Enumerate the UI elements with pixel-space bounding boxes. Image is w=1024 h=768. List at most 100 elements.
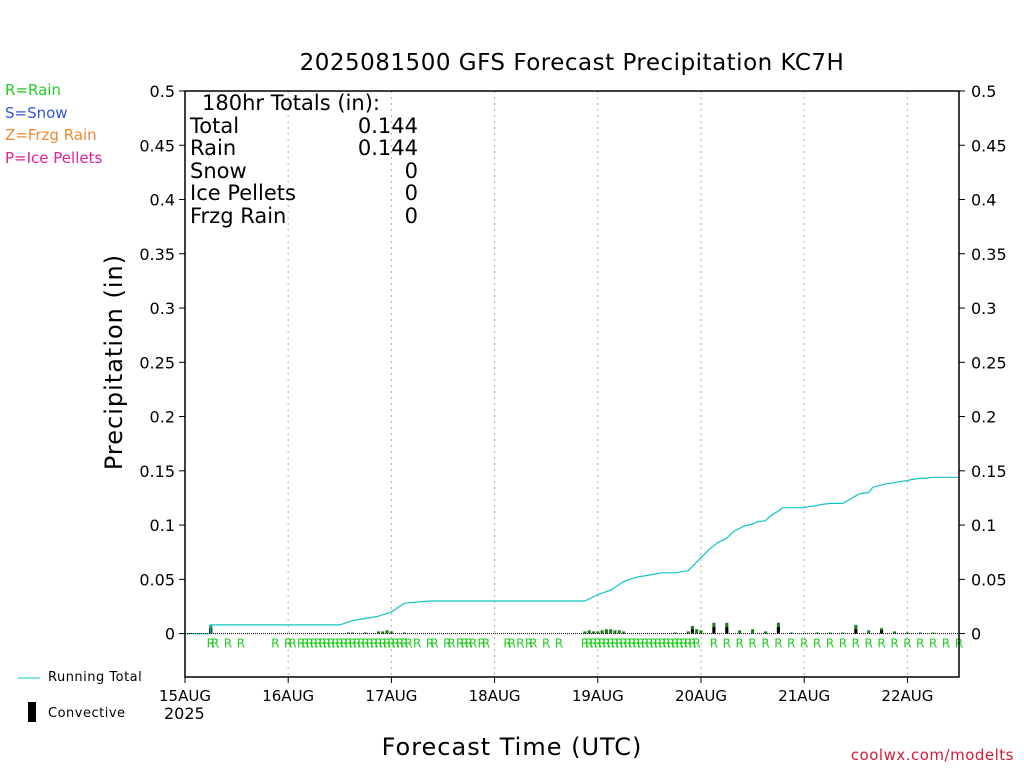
rain-marker: R xyxy=(632,637,640,651)
plot-frame xyxy=(184,90,960,678)
rain-marker: R xyxy=(942,637,950,651)
precip-bar xyxy=(789,632,793,634)
rain-marker: R xyxy=(813,637,821,651)
rain-marker: R xyxy=(383,637,391,651)
rain-marker: R xyxy=(447,637,455,651)
rain-marker: R xyxy=(650,637,658,651)
precip-bar xyxy=(905,632,909,634)
totals-value: 0.144 xyxy=(357,136,418,161)
precip-bar xyxy=(617,630,621,634)
totals-label: Total xyxy=(190,113,240,138)
precip-bar xyxy=(351,632,355,634)
credit-link[interactable]: coolwx.com/modelts xyxy=(850,746,1014,764)
rain-marker: R xyxy=(628,637,636,651)
precip-bar xyxy=(596,631,600,634)
rain-marker: R xyxy=(671,637,679,651)
convective-bar xyxy=(690,629,694,634)
y-tick-label-right: 0.25 xyxy=(971,353,1007,372)
rain-marker: R xyxy=(323,637,331,651)
legend-running-total-label: Running Total xyxy=(48,670,143,685)
rain-marker: R xyxy=(426,637,434,651)
x-tick-label: 20AUG xyxy=(675,687,727,705)
rain-marker: R xyxy=(929,637,937,651)
x-ticks: 15AUG 16AUG 17AUG 18AUG 19AUG 20AUG 21AUG 22AUG xyxy=(159,677,933,705)
precip-bar xyxy=(609,629,613,634)
rain-marker: R xyxy=(443,637,451,651)
precip-bar xyxy=(673,632,677,634)
totals-row-snow: Snow 0 xyxy=(190,160,418,183)
precip-bar xyxy=(764,631,767,634)
precip-bar xyxy=(699,630,703,634)
x-tick-label: 21AUG xyxy=(778,687,830,705)
totals-label: Snow xyxy=(190,158,247,183)
rain-marker: R xyxy=(602,637,610,651)
precip-bar xyxy=(893,631,896,634)
rain-marker: R xyxy=(297,637,305,651)
totals-label: Rain xyxy=(190,136,237,161)
rain-marker: R xyxy=(306,637,314,651)
rain-marker: R xyxy=(589,637,597,651)
totals-box: 180hr Totals (in): Total 0.144 Rain 0.14… xyxy=(190,92,418,228)
rain-marker: R xyxy=(787,637,795,651)
rain-marker: R xyxy=(525,637,533,651)
x-tick-label: 18AUG xyxy=(469,687,521,705)
totals-value: 0 xyxy=(404,158,418,183)
precip-bar xyxy=(828,632,832,634)
rain-marker: R xyxy=(710,637,718,651)
rain-marker: R xyxy=(318,637,326,651)
rain-marker: R xyxy=(456,637,464,651)
rain-marker: R xyxy=(890,637,898,651)
rain-marker: R xyxy=(658,637,666,651)
year-label: 2025 xyxy=(164,704,205,723)
precip-bar xyxy=(364,632,368,634)
chart-title: 2025081500 GFS Forecast Precipitation KC… xyxy=(299,50,845,76)
running-total-line xyxy=(185,476,959,635)
rain-marker: R xyxy=(340,637,348,651)
rain-marker: R xyxy=(615,637,623,651)
rain-marker: R xyxy=(310,637,318,651)
y-tick-label-right: 0.35 xyxy=(971,245,1007,264)
precip-bar xyxy=(622,631,626,634)
rain-marker: R xyxy=(344,637,352,651)
precip-bar xyxy=(695,629,699,634)
rain-marker: R xyxy=(374,637,382,651)
bottom-legend-marks xyxy=(18,677,40,722)
rain-marker: R xyxy=(852,637,860,651)
rain-marker: R xyxy=(392,637,400,651)
rain-marker: R xyxy=(478,637,486,651)
totals-row-frzg-rain: Frzg Rain 0 xyxy=(190,205,418,228)
y-tick-label-left: 0.15 xyxy=(139,462,175,481)
y-tick-label-right: 0.1 xyxy=(971,516,996,535)
rain-marker: R xyxy=(503,637,511,651)
rain-marker: R xyxy=(400,637,408,651)
totals-header: 180hr Totals (in): xyxy=(202,91,380,115)
precip-bar xyxy=(402,632,406,634)
rain-marker: R xyxy=(271,637,279,651)
x-tick-label: 19AUG xyxy=(572,687,624,705)
precip-bar xyxy=(385,630,389,634)
y-tick-label-left: 0.4 xyxy=(150,191,175,210)
convective-legend-swatch xyxy=(28,702,36,722)
rain-marker: R xyxy=(387,637,395,651)
precip-bar xyxy=(587,630,591,634)
y-tick-label-left: 0.3 xyxy=(150,299,175,318)
rain-marker: R xyxy=(396,637,404,651)
precip-bar xyxy=(802,633,806,635)
legend-frzg-rain: Z=Frzg Rain xyxy=(5,126,97,144)
rain-marker: R xyxy=(680,637,688,651)
rain-marker: R xyxy=(237,637,245,651)
rain-marker: R xyxy=(826,637,834,651)
precip-bar xyxy=(600,630,604,634)
precip-bar xyxy=(738,630,742,634)
convective-bar xyxy=(854,629,858,634)
precip-bar xyxy=(583,631,587,634)
rain-marker: R xyxy=(667,637,675,651)
totals-value: 0 xyxy=(404,203,418,228)
rain-marker: R xyxy=(331,637,339,651)
y-tick-label-left: 0.45 xyxy=(139,136,175,155)
rain-marker: R xyxy=(675,637,683,651)
precip-bar xyxy=(841,632,845,634)
totals-label: Frzg Rain xyxy=(190,203,287,228)
